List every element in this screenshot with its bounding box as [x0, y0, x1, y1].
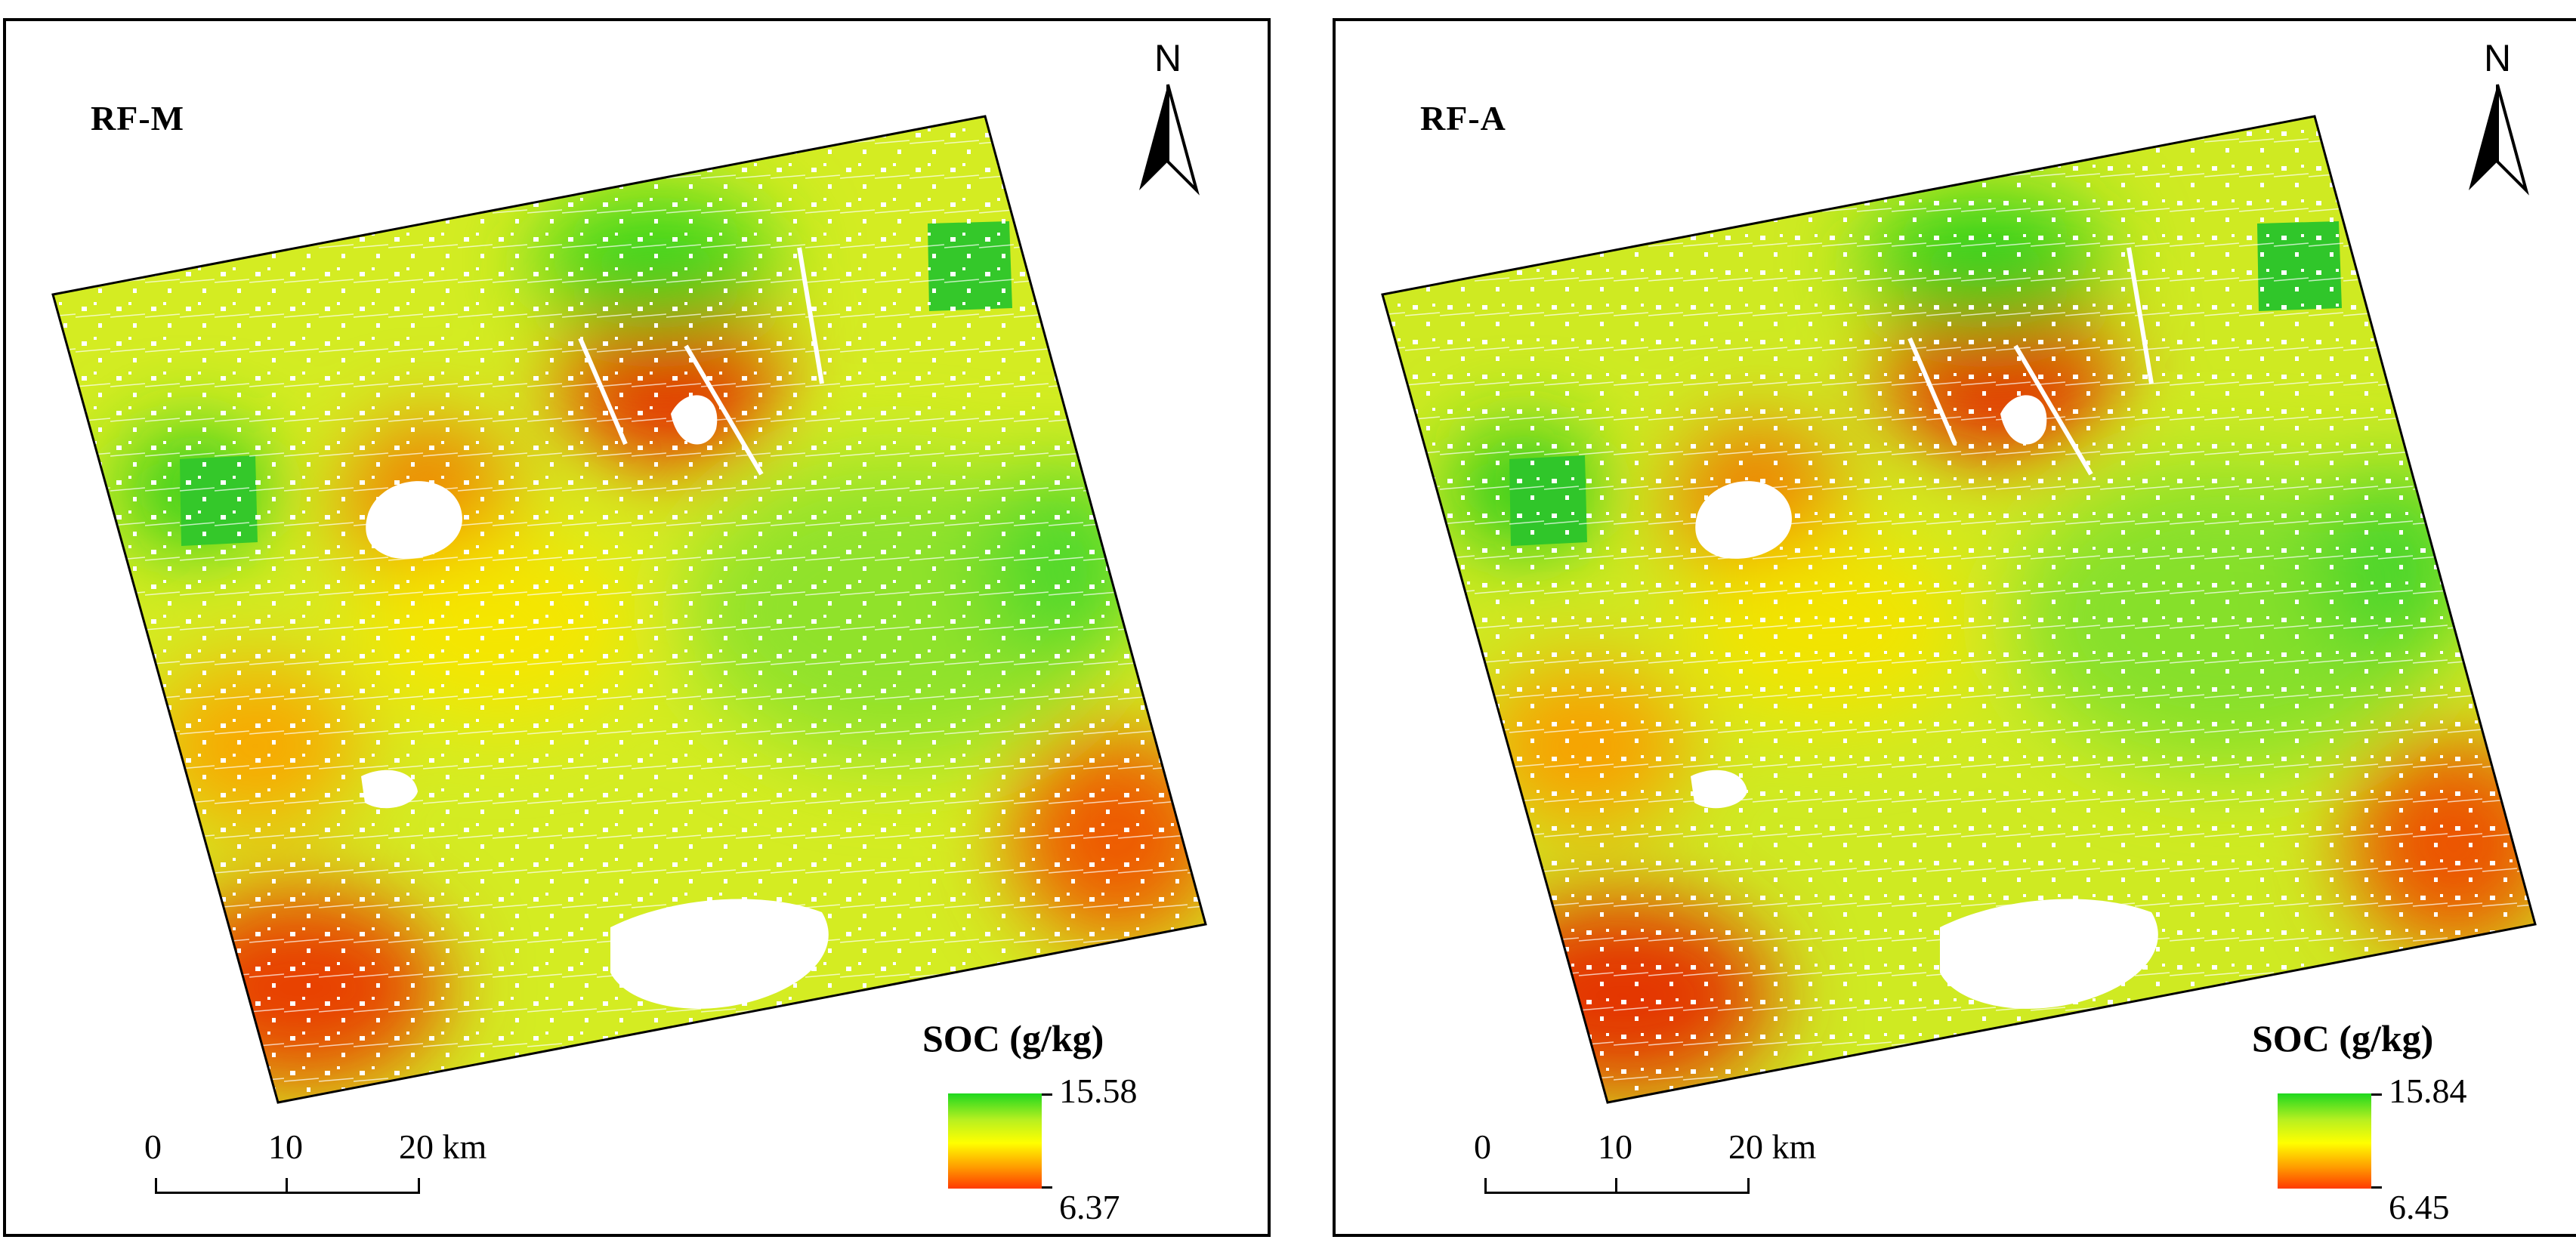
scale-label-10: 10: [268, 1127, 303, 1166]
scale-bar: 0 10 20 km: [1445, 1127, 1868, 1217]
north-letter: N: [2483, 37, 2512, 79]
north-letter: N: [1154, 37, 1182, 79]
legend-min-value: 6.37: [1059, 1188, 1120, 1226]
legend-tick-max: [2371, 1093, 2382, 1096]
scale-tick: [286, 1178, 288, 1194]
soc-map: [1381, 115, 2537, 1104]
north-arrow-icon: [1139, 84, 1200, 196]
legend-max-value: 15.58: [1059, 1072, 1138, 1110]
north-arrow-icon: [2469, 84, 2529, 196]
legend-tick-min: [1042, 1186, 1052, 1189]
scale-bar: 0 10 20 km: [116, 1127, 539, 1217]
scale-label-0: 0: [144, 1127, 162, 1166]
scale-label-0: 0: [1474, 1127, 1491, 1166]
map-panel-rf-m: RF-M N SOC (g/kg) 15.58 6.37 0 10 20 km: [3, 18, 1271, 1237]
scale-tick: [155, 1178, 157, 1194]
legend-max-value: 15.84: [2389, 1072, 2467, 1110]
scale-tick: [1484, 1178, 1487, 1194]
scale-tick: [1615, 1178, 1617, 1194]
legend-min-value: 6.45: [2389, 1188, 2450, 1226]
legend-title: SOC (g/kg): [2252, 1017, 2434, 1059]
scale-tick: [418, 1178, 420, 1194]
legend-tick-min: [2371, 1186, 2382, 1189]
legend-color-ramp: [948, 1093, 1042, 1189]
scale-tick: [1747, 1178, 1750, 1194]
scale-label-20: 20 km: [399, 1127, 487, 1166]
legend-title: SOC (g/kg): [922, 1017, 1104, 1059]
panel-label: RF-M: [91, 99, 185, 137]
scale-label-20: 20 km: [1728, 1127, 1817, 1166]
scale-label-10: 10: [1598, 1127, 1632, 1166]
legend-tick-max: [1042, 1093, 1052, 1096]
panel-label: RF-A: [1420, 99, 1506, 137]
north-arrow: N: [2460, 36, 2535, 217]
north-arrow: N: [1130, 36, 1206, 217]
soc-map: [51, 115, 1207, 1104]
map-panel-rf-a: RF-A N SOC (g/kg) 15.84 6.45 0 10 20 km: [1333, 18, 2576, 1237]
legend-color-ramp: [2278, 1093, 2371, 1189]
